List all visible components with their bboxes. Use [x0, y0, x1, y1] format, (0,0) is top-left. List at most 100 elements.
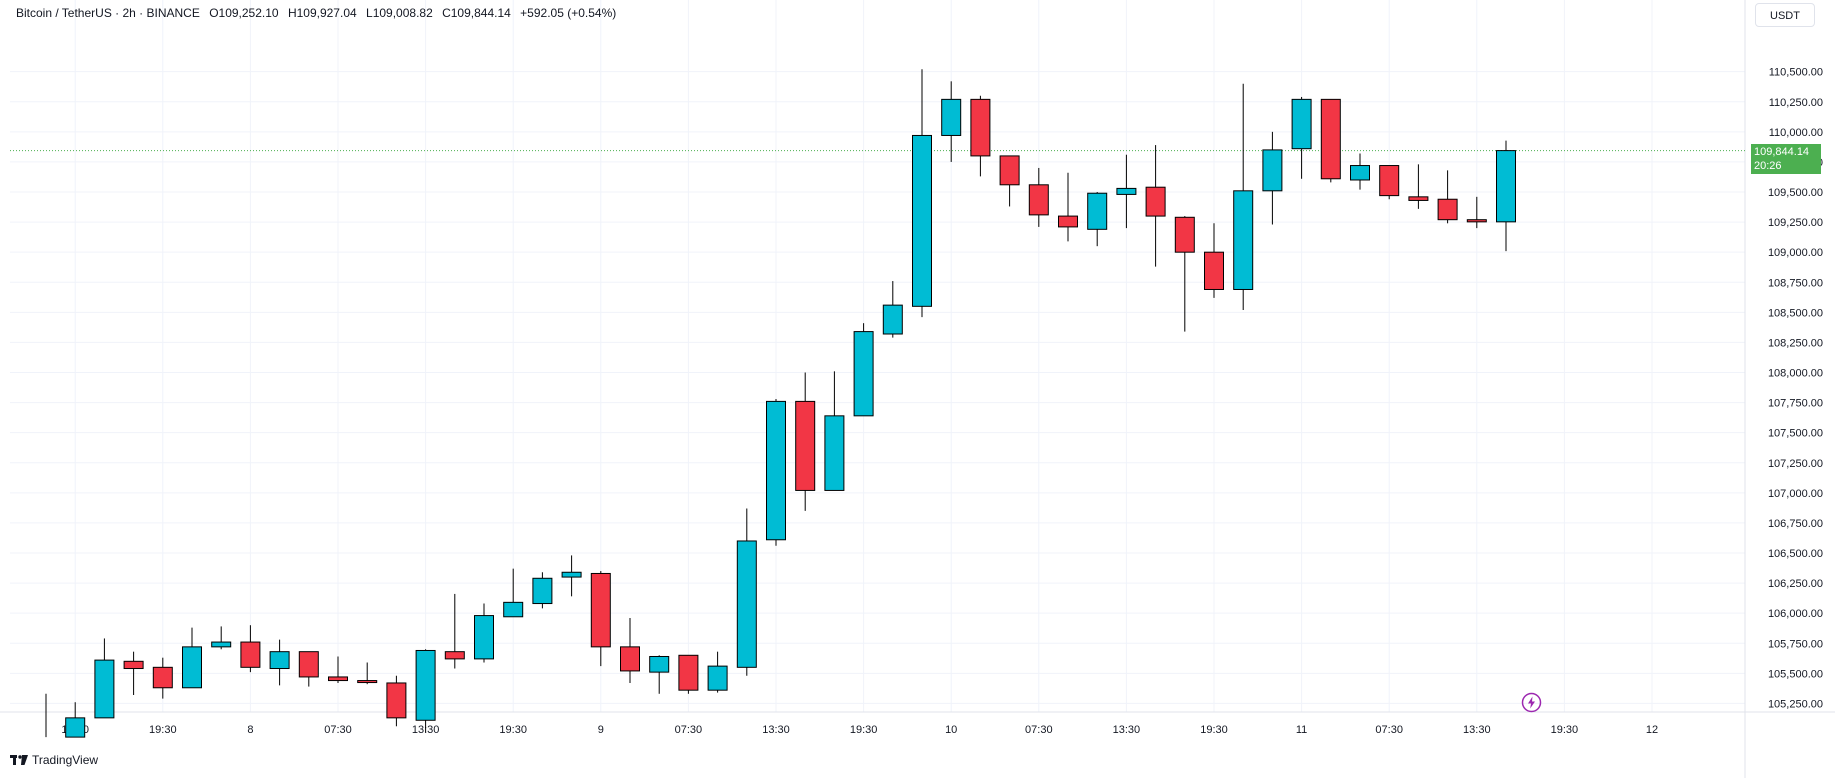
symbol-name[interactable]: Bitcoin / TetherUS · 2h · BINANCE	[16, 6, 200, 20]
y-tick-label: 109,000.00	[1768, 247, 1823, 259]
candle-body	[1408, 196, 1429, 201]
y-tick-label: 108,000.00	[1768, 368, 1823, 380]
candle-body	[532, 577, 553, 605]
x-tick-label: 19:30	[499, 724, 527, 736]
candle-body	[590, 572, 611, 648]
y-tick-label: 105,750.00	[1768, 638, 1823, 650]
candle-body	[707, 665, 728, 691]
open-value: O109,252.10	[209, 6, 279, 20]
candle-body	[1379, 165, 1400, 197]
candle-body	[620, 646, 640, 672]
candle-body	[1087, 192, 1108, 230]
candle-body	[444, 651, 465, 660]
x-tick-label: 19:30	[850, 724, 878, 736]
y-tick-label: 106,500.00	[1768, 548, 1823, 560]
y-tick-label: 107,500.00	[1768, 428, 1823, 440]
candle-body	[999, 155, 1020, 186]
candle-body	[65, 717, 86, 738]
candle-body	[1466, 219, 1487, 223]
candle-body	[678, 654, 699, 691]
candle-body	[649, 655, 670, 673]
candle-body	[415, 649, 436, 721]
candle-body	[1145, 186, 1166, 217]
candle-body	[503, 601, 524, 618]
change-value: +592.05 (+0.54%)	[520, 6, 617, 20]
candle-body	[1058, 215, 1078, 228]
y-tick-label: 110,250.00	[1769, 97, 1823, 109]
y-tick-label: 106,250.00	[1768, 578, 1823, 590]
low-value: L109,008.82	[366, 6, 433, 20]
y-tick-label: 108,500.00	[1768, 307, 1823, 319]
y-tick-label: 108,750.00	[1768, 277, 1823, 289]
candle-body	[561, 571, 582, 578]
last-price-badge: 109,844.14 20:26	[1751, 143, 1821, 174]
candle-body	[970, 98, 991, 157]
candle-body	[1233, 190, 1254, 290]
x-tick-label: 19:30	[1551, 724, 1579, 736]
candle-body	[795, 400, 816, 491]
symbol-legend: Bitcoin / TetherUS · 2h · BINANCE O109,2…	[16, 6, 622, 20]
y-tick-label: 109,500.00	[1768, 187, 1823, 199]
candle-body	[1204, 251, 1224, 290]
candle-body	[824, 415, 845, 491]
x-tick-label: 11	[1296, 724, 1307, 736]
candle-body	[1496, 150, 1516, 223]
candle-body	[211, 641, 232, 648]
x-tick-label: 10	[945, 724, 957, 736]
candle-body	[474, 615, 494, 660]
candle-body	[853, 331, 874, 417]
candle-body	[123, 660, 144, 670]
y-tick-label: 110,500.00	[1769, 67, 1823, 79]
x-tick-label: 19:30	[1200, 724, 1228, 736]
x-tick-label: 07:30	[324, 724, 352, 736]
x-tick-label: 13:30	[1113, 724, 1141, 736]
y-tick-label: 107,000.00	[1768, 488, 1823, 500]
x-tick-label: 8	[247, 724, 253, 736]
candle-body	[298, 651, 319, 678]
candle-body	[1174, 216, 1195, 253]
y-tick-label: 106,000.00	[1768, 608, 1823, 620]
x-tick-label: 07:30	[1375, 724, 1403, 736]
tradingview-logo-icon	[10, 754, 28, 765]
candle-body	[912, 134, 932, 307]
y-tick-label: 107,750.00	[1768, 398, 1823, 410]
x-tick-label: 12	[1646, 724, 1658, 736]
x-tick-label: 19:30	[149, 724, 177, 736]
candle-body	[182, 646, 202, 689]
y-tick-label: 105,250.00	[1768, 698, 1823, 710]
x-tick-label: 13:30	[762, 724, 790, 736]
currency-selector[interactable]: USDT	[1755, 3, 1815, 27]
lightning-icon[interactable]	[1521, 692, 1542, 713]
y-tick-label: 107,250.00	[1768, 458, 1823, 470]
tradingview-branding[interactable]: TradingView	[10, 753, 98, 767]
candle-body	[357, 680, 378, 684]
candle-body	[328, 676, 348, 682]
candle-body	[941, 98, 962, 136]
candle-body	[1291, 98, 1312, 150]
x-tick-label: 9	[598, 724, 604, 736]
candle-body	[1350, 165, 1370, 181]
candle-body	[240, 641, 261, 668]
candle-body	[736, 540, 757, 668]
x-tick-label: 13:30	[1463, 724, 1491, 736]
bar-countdown: 20:26	[1754, 159, 1782, 172]
y-tick-label: 110,000.00	[1769, 127, 1823, 139]
candle-body	[1262, 149, 1283, 192]
candle-body	[269, 651, 290, 670]
x-tick-label: 07:30	[675, 724, 703, 736]
candle-body	[882, 304, 903, 335]
candle-body	[94, 659, 115, 719]
high-value: H109,927.04	[287, 6, 357, 20]
last-price-value: 109,844.14	[1754, 145, 1810, 158]
close-value: C109,844.14	[442, 6, 511, 20]
candle-body	[1028, 184, 1049, 216]
y-tick-label: 108,250.00	[1768, 337, 1823, 349]
candle-body	[1320, 98, 1341, 180]
candle-body	[152, 666, 173, 689]
y-tick-label: 109,250.00	[1768, 217, 1823, 229]
candle-body	[1437, 198, 1458, 221]
tradingview-label: TradingView	[32, 753, 99, 767]
x-tick-label: 07:30	[1025, 724, 1053, 736]
